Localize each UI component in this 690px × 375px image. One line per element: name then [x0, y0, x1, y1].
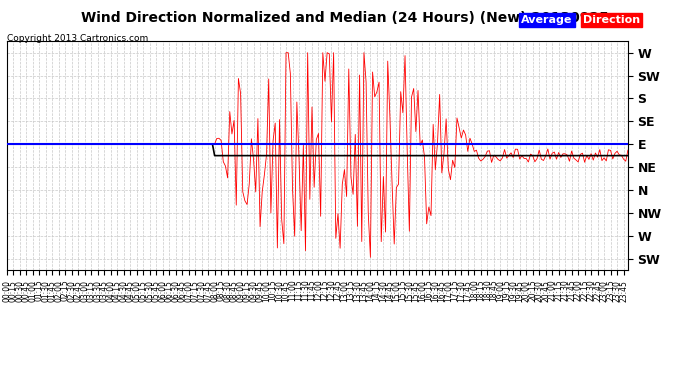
Text: Average: Average [521, 15, 572, 25]
Text: Wind Direction Normalized and Median (24 Hours) (New) 20130925: Wind Direction Normalized and Median (24… [81, 11, 609, 25]
Text: Copyright 2013 Cartronics.com: Copyright 2013 Cartronics.com [7, 34, 148, 43]
Text: Direction: Direction [583, 15, 640, 25]
